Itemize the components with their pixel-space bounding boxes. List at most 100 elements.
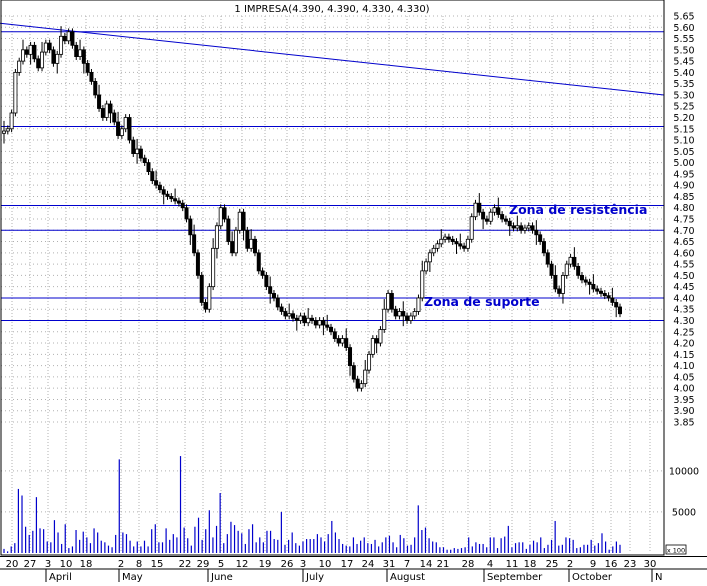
candle-up: [427, 252, 432, 263]
candle-down: [458, 243, 463, 247]
day-label: 10: [319, 559, 332, 570]
candle-down: [154, 180, 159, 186]
candle-up: [386, 293, 391, 310]
candle-down: [534, 229, 539, 236]
axis-divider: [0, 556, 707, 557]
candle-up: [119, 128, 124, 136]
month-label: October: [572, 572, 613, 582]
day-label: 2: [118, 559, 124, 570]
month-label: July: [305, 572, 324, 582]
candle-down: [100, 108, 105, 118]
month-label: May: [122, 572, 143, 582]
price-tick-label: 4.95: [673, 169, 694, 180]
candle-down: [184, 207, 189, 220]
candle-down: [614, 302, 619, 308]
candle-down: [97, 94, 102, 109]
candle-up: [9, 112, 14, 130]
candle-down: [176, 200, 181, 204]
month-label: August: [390, 572, 425, 582]
candle-up: [28, 44, 33, 55]
candle-down: [355, 378, 360, 389]
price-tick-label: 4.05: [673, 372, 694, 383]
candle-down: [226, 218, 231, 242]
candle-down: [481, 211, 486, 220]
candle-down: [351, 365, 356, 380]
day-label: 29: [197, 559, 210, 570]
day-label: 22: [179, 559, 192, 570]
candle-up: [340, 338, 345, 344]
candle-down: [70, 31, 75, 46]
candle-up: [218, 207, 223, 227]
candle-down: [610, 297, 615, 303]
candle-down: [47, 42, 52, 51]
candle-down: [127, 117, 132, 141]
day-label: 8: [136, 559, 142, 570]
candle-down: [290, 313, 295, 319]
candle-up: [443, 236, 448, 240]
candle-down: [618, 306, 623, 315]
candle-down: [530, 225, 535, 231]
candle-down: [309, 317, 314, 321]
price-tick-label: 4.30: [673, 316, 694, 327]
candle-down: [112, 112, 117, 123]
price-tick-label: 5.40: [673, 68, 694, 79]
price-tick-label: 3.90: [673, 406, 694, 417]
candle-up: [439, 238, 444, 245]
candle-down: [572, 256, 577, 267]
candle-up: [214, 225, 219, 249]
volume-unit-label: x 100: [667, 547, 685, 555]
candle-down: [51, 49, 56, 64]
chart-title: 1 IMPRESA(4.390, 4.390, 4.330, 4.330): [234, 4, 429, 15]
price-tick-label: 4.00: [673, 384, 694, 395]
horizontal-lines: [0, 22, 665, 321]
day-label: 31: [383, 559, 396, 570]
price-tick-label: 5.15: [673, 124, 694, 135]
candle-up: [515, 225, 520, 229]
day-label: 10: [60, 559, 73, 570]
candle-up: [431, 247, 436, 254]
price-tick-label: 5.20: [673, 113, 694, 124]
candle-down: [245, 229, 250, 249]
candle-up: [416, 297, 421, 312]
day-label: 3: [300, 559, 306, 570]
candle-down: [321, 320, 326, 326]
candle-up: [249, 238, 254, 249]
candle-up: [488, 211, 493, 222]
candle-up: [21, 49, 26, 62]
day-label: 16: [605, 559, 618, 570]
candle-down: [260, 270, 265, 276]
price-tick-label: 4.60: [673, 248, 694, 259]
candle-up: [59, 35, 64, 55]
volume-bars: [3, 456, 621, 553]
day-label: 2: [567, 559, 573, 570]
day-label: 30: [644, 559, 657, 570]
candle-down: [503, 218, 508, 222]
day-label: 27: [24, 559, 37, 570]
candle-down: [602, 293, 607, 297]
price-tick-label: 5.35: [673, 79, 694, 90]
candle-up: [13, 71, 18, 114]
candle-down: [511, 225, 516, 229]
price-tick-label: 4.90: [673, 181, 694, 192]
price-tick-label: 3.85: [673, 418, 694, 429]
volume-unit-box: [665, 544, 687, 555]
candle-up: [55, 53, 60, 64]
candle-down: [146, 162, 151, 173]
candle-down: [454, 241, 459, 245]
candle-up: [78, 49, 83, 57]
day-label: 20: [6, 559, 19, 570]
candle-down: [192, 234, 197, 254]
candle-down: [405, 315, 410, 321]
candle-up: [233, 229, 238, 254]
candle-up: [17, 60, 22, 73]
candle-up: [522, 227, 527, 231]
candle-down: [598, 290, 603, 294]
price-tick-label: 4.75: [673, 215, 694, 226]
candle-up: [298, 315, 303, 321]
day-label: 3: [45, 559, 51, 570]
candle-up: [382, 308, 387, 330]
candle-down: [89, 71, 94, 82]
candle-down: [484, 218, 489, 222]
candle-up: [526, 225, 531, 229]
